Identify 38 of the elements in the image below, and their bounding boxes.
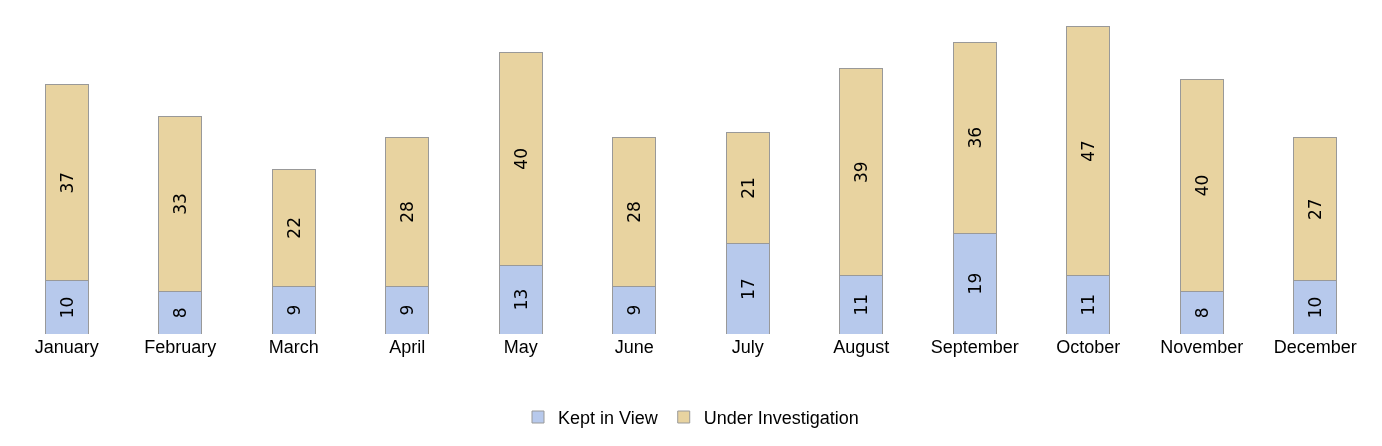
data-label: 27 — [1305, 198, 1326, 221]
data-label: 47 — [1078, 140, 1099, 162]
data-label: 22 — [283, 217, 304, 239]
data-label: 8 — [170, 307, 191, 319]
data-label: 28 — [397, 201, 418, 223]
data-label: 36 — [964, 126, 985, 149]
data-label: 17 — [737, 278, 758, 300]
data-label: 11 — [851, 293, 872, 316]
data-label: 21 — [737, 177, 758, 199]
legend-label: Under Investigation — [703, 408, 859, 429]
x-tick-label: December — [1273, 337, 1357, 357]
data-label: 8 — [1191, 307, 1212, 319]
data-label: 40 — [1191, 174, 1212, 197]
data-label: 37 — [56, 171, 77, 194]
data-label: 11 — [1078, 293, 1099, 316]
x-tick-label: January — [34, 337, 99, 357]
legend-label: Kept in View — [558, 408, 659, 429]
x-tick-label: April — [389, 337, 426, 357]
data-label: 9 — [624, 304, 645, 316]
x-tick-label: July — [731, 337, 764, 357]
x-tick-label: September — [930, 337, 1019, 357]
data-label: 19 — [964, 272, 985, 295]
x-tick-label: August — [833, 337, 890, 357]
data-label: 10 — [1305, 296, 1326, 319]
x-tick-label: November — [1160, 337, 1244, 357]
data-label: 39 — [851, 161, 872, 183]
data-label: 40 — [510, 148, 531, 170]
x-tick-label: October — [1056, 337, 1121, 357]
data-label: 13 — [510, 288, 531, 311]
data-label: 9 — [397, 304, 418, 316]
x-tick-label: February — [144, 337, 217, 357]
data-label: 28 — [624, 201, 645, 223]
data-label: 33 — [170, 193, 191, 215]
data-label: 9 — [283, 304, 304, 316]
x-tick-label: March — [268, 337, 319, 357]
x-tick-label: May — [503, 337, 538, 357]
x-tick-label: June — [614, 337, 654, 357]
data-label: 10 — [56, 296, 77, 319]
